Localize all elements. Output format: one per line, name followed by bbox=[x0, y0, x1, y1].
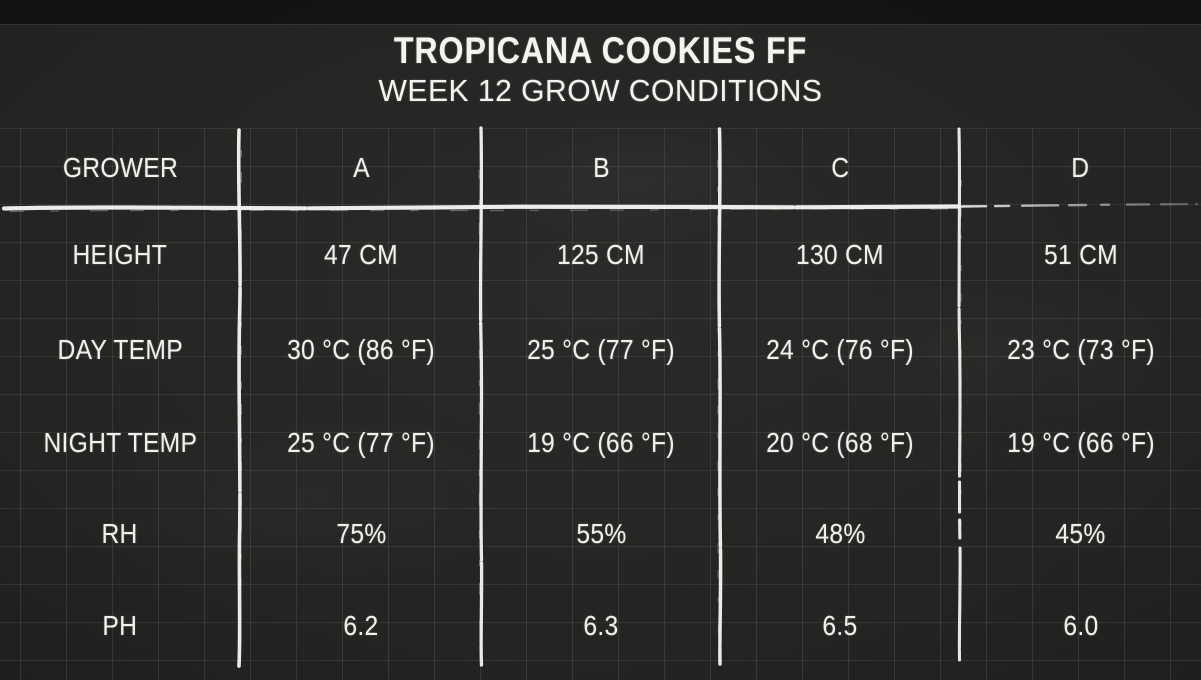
chalkboard-gridlines bbox=[0, 128, 1201, 680]
row-label-height: HEIGHT bbox=[0, 207, 240, 303]
header-cell-d: D bbox=[960, 128, 1201, 207]
ph-d-value: 6.0 bbox=[1062, 610, 1099, 641]
cell-rh-b: 55% bbox=[482, 489, 720, 579]
rh-label: RH bbox=[101, 518, 139, 549]
night-temp-b-value: 19 °C (66 °F) bbox=[527, 426, 675, 458]
day-temp-a-value: 30 °C (86 °F) bbox=[287, 333, 435, 365]
cell-day-temp-d: 23 °C (73 °F) bbox=[960, 303, 1201, 396]
height-d-value: 51 CM bbox=[1043, 239, 1118, 270]
row-label-rh: RH bbox=[0, 489, 240, 579]
cell-day-temp-a: 30 °C (86 °F) bbox=[240, 303, 482, 396]
cell-ph-d: 6.0 bbox=[960, 579, 1201, 673]
header-cell-c: C bbox=[720, 128, 960, 207]
ph-a-value: 6.2 bbox=[343, 610, 379, 641]
row-label-ph: PH bbox=[0, 579, 240, 673]
cell-rh-c: 48% bbox=[720, 489, 960, 579]
top-border-band bbox=[0, 0, 1201, 25]
header-cell-b: B bbox=[482, 128, 720, 207]
height-b-value: 125 CM bbox=[557, 239, 645, 270]
cell-night-temp-c: 20 °C (68 °F) bbox=[720, 396, 960, 489]
header-d-label: D bbox=[1071, 151, 1090, 183]
night-temp-d-value: 19 °C (66 °F) bbox=[1006, 426, 1155, 458]
cell-ph-c: 6.5 bbox=[720, 579, 960, 673]
cell-rh-d: 45% bbox=[960, 489, 1201, 579]
cell-night-temp-a: 25 °C (77 °F) bbox=[240, 396, 482, 489]
title-block: TROPICANA COOKIES FF WEEK 12 GROW CONDIT… bbox=[0, 30, 1201, 108]
day-temp-c-value: 24 °C (76 °F) bbox=[766, 333, 914, 365]
cell-height-a: 47 CM bbox=[240, 207, 482, 303]
ph-label: PH bbox=[102, 610, 138, 641]
cell-ph-b: 6.3 bbox=[482, 579, 720, 673]
header-cell-a: A bbox=[240, 128, 482, 207]
header-b-label: B bbox=[592, 151, 610, 183]
day-temp-label: DAY TEMP bbox=[57, 333, 183, 365]
page-title: TROPICANA COOKIES FF bbox=[393, 30, 808, 71]
night-temp-a-value: 25 °C (77 °F) bbox=[287, 426, 435, 458]
day-temp-d-value: 23 °C (73 °F) bbox=[1006, 333, 1155, 365]
height-label: HEIGHT bbox=[72, 239, 168, 270]
header-grower-label: GROWER bbox=[62, 151, 178, 183]
row-label-day-temp: DAY TEMP bbox=[0, 303, 240, 396]
header-a-label: A bbox=[352, 151, 370, 183]
rh-c-value: 48% bbox=[814, 518, 866, 549]
cell-day-temp-c: 24 °C (76 °F) bbox=[720, 303, 960, 396]
height-a-value: 47 CM bbox=[324, 239, 398, 270]
height-c-value: 130 CM bbox=[796, 239, 884, 270]
rh-b-value: 55% bbox=[575, 518, 627, 549]
cell-night-temp-b: 19 °C (66 °F) bbox=[482, 396, 720, 489]
cell-height-c: 130 CM bbox=[720, 207, 960, 303]
ph-c-value: 6.5 bbox=[822, 610, 858, 641]
header-cell-grower: GROWER bbox=[0, 128, 240, 207]
rh-d-value: 45% bbox=[1055, 518, 1106, 549]
cell-ph-a: 6.2 bbox=[240, 579, 482, 673]
cell-day-temp-b: 25 °C (77 °F) bbox=[482, 303, 720, 396]
cell-night-temp-d: 19 °C (66 °F) bbox=[960, 396, 1201, 489]
night-temp-c-value: 20 °C (68 °F) bbox=[766, 426, 914, 458]
cell-rh-a: 75% bbox=[240, 489, 482, 579]
row-label-night-temp: NIGHT TEMP bbox=[0, 396, 240, 489]
cell-height-d: 51 CM bbox=[960, 207, 1201, 303]
day-temp-b-value: 25 °C (77 °F) bbox=[527, 333, 675, 365]
page-subtitle: WEEK 12 GROW CONDITIONS bbox=[378, 73, 823, 108]
grow-conditions-table: GROWER A B C D HEIGHT 47 CM 125 CM 130 C… bbox=[0, 128, 1201, 680]
night-temp-label: NIGHT TEMP bbox=[43, 426, 197, 458]
header-c-label: C bbox=[830, 151, 850, 183]
rh-a-value: 75% bbox=[335, 518, 387, 549]
cell-height-b: 125 CM bbox=[482, 207, 720, 303]
ph-b-value: 6.3 bbox=[583, 610, 619, 641]
